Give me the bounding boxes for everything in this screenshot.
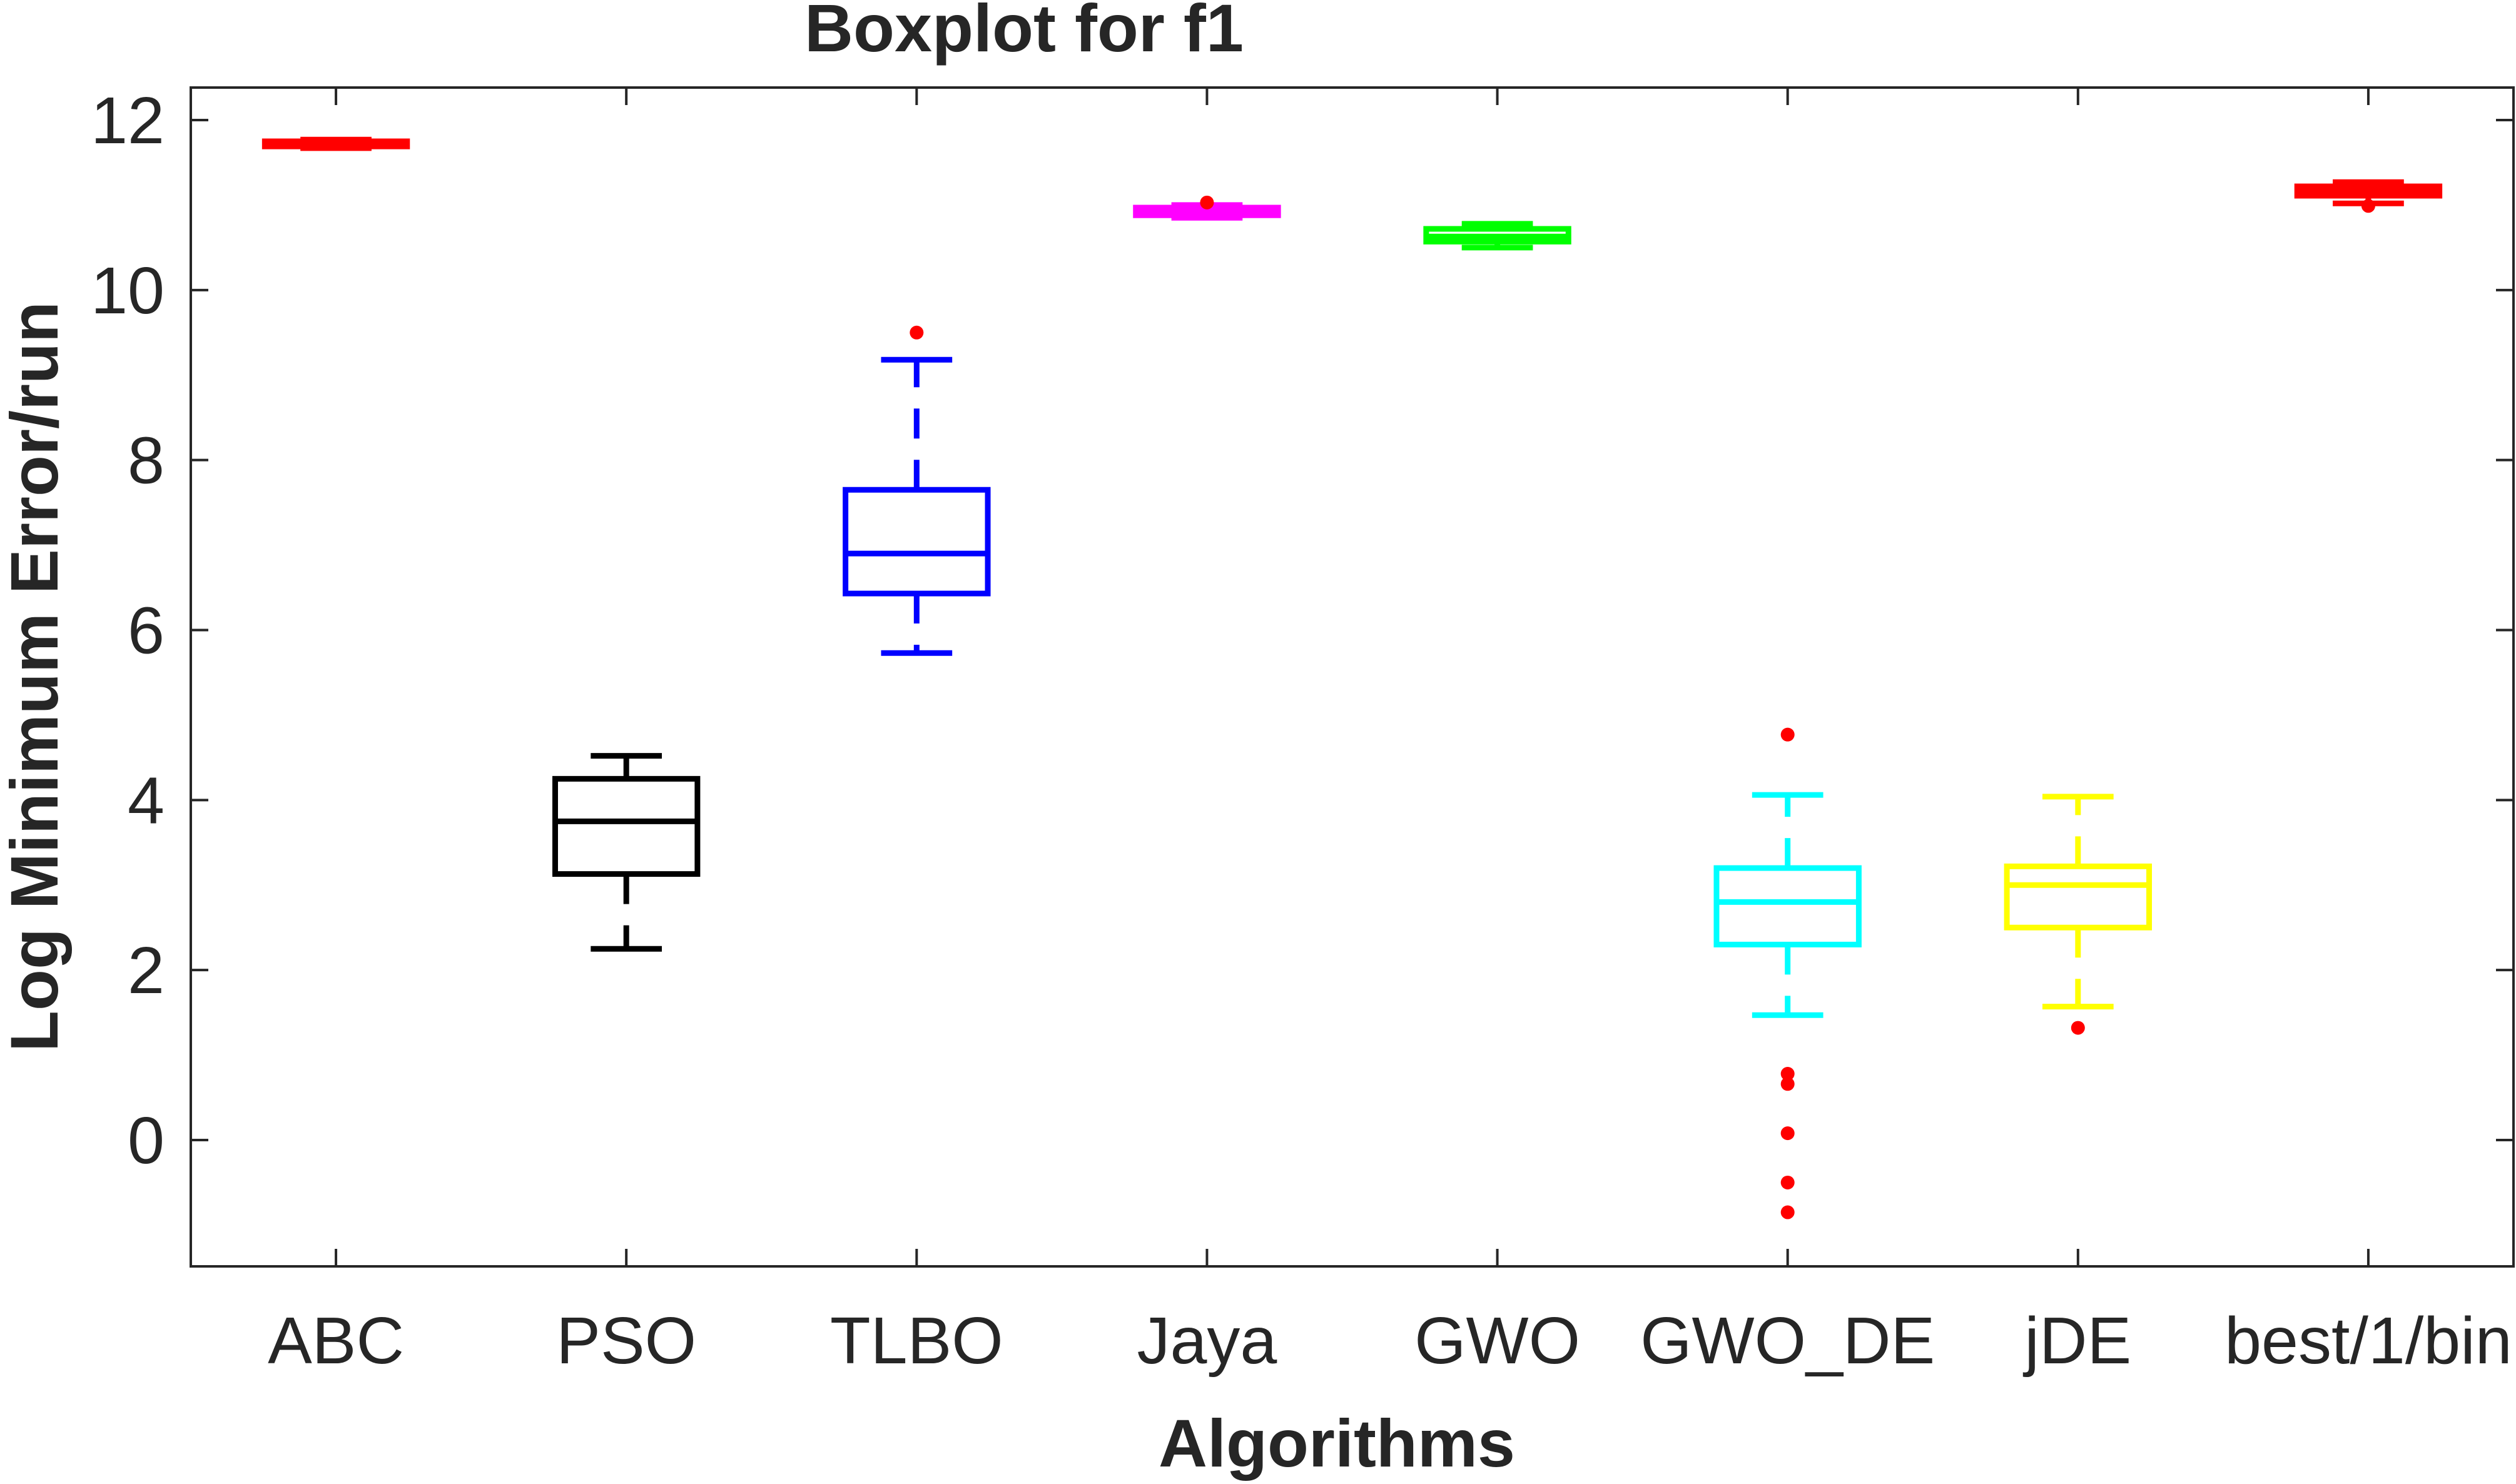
outlier-point bbox=[2071, 1021, 2085, 1035]
outlier-point bbox=[1200, 195, 1214, 209]
x-axis-label: Algorithms bbox=[1159, 1405, 1515, 1481]
outlier-point bbox=[1780, 1205, 1795, 1219]
x-tick-label: best/1/bin bbox=[2224, 1304, 2512, 1378]
x-tick-label: jDE bbox=[2022, 1304, 2131, 1378]
x-tick-label: TLBO bbox=[830, 1304, 1003, 1378]
x-tick-label: PSO bbox=[556, 1304, 696, 1378]
y-axis-label: Log Minimum Error/run bbox=[0, 301, 72, 1052]
box bbox=[552, 775, 701, 877]
x-tick-label: GWO_DE bbox=[1640, 1304, 1935, 1378]
outlier-point bbox=[1780, 1175, 1795, 1189]
outlier-point bbox=[1780, 1066, 1795, 1081]
plot-area-frame bbox=[190, 86, 2515, 1268]
y-tick-label: 10 bbox=[91, 254, 165, 328]
y-tick-label: 0 bbox=[128, 1104, 165, 1178]
y-tick-label: 4 bbox=[128, 764, 165, 837]
x-tick-label: Jaya bbox=[1137, 1304, 1277, 1378]
y-tick-label: 8 bbox=[128, 424, 165, 498]
box bbox=[843, 487, 991, 597]
y-tick-label: 6 bbox=[128, 594, 165, 668]
chart-title: Boxplot for f1 bbox=[804, 0, 1244, 66]
x-tick-label: GWO bbox=[1414, 1304, 1580, 1378]
outlier-point bbox=[1780, 1126, 1795, 1141]
outlier-point bbox=[910, 325, 924, 340]
box bbox=[2004, 863, 2153, 931]
outlier-point bbox=[1780, 1077, 1795, 1091]
x-tick-label: ABC bbox=[268, 1304, 404, 1378]
box bbox=[1713, 865, 1862, 947]
y-tick-label: 2 bbox=[128, 934, 165, 1007]
y-tick-label: 12 bbox=[91, 84, 165, 158]
outlier-point bbox=[1780, 727, 1795, 742]
outlier-point bbox=[2361, 199, 2375, 213]
